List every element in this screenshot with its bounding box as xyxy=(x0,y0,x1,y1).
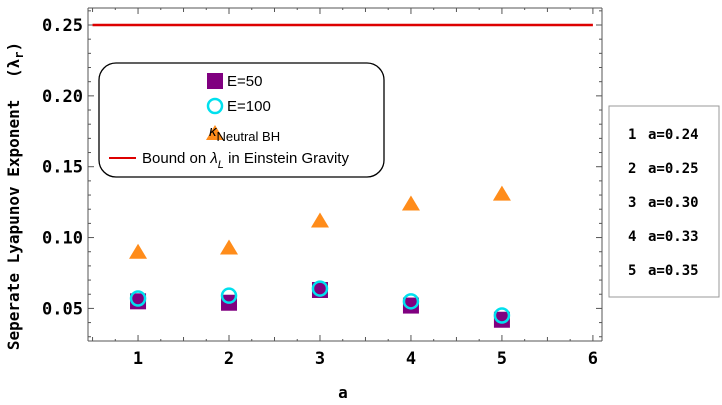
e100-point-2 xyxy=(220,287,238,304)
x-tick-label-3: 3 xyxy=(315,349,325,369)
side-legend-index-1: 1 xyxy=(628,127,636,143)
y-tick-label-0: 0.05 xyxy=(42,299,83,319)
kappa-point-3 xyxy=(310,212,329,228)
side-legend: 1 a=0.24 2 a=0.25 3 a=0.30 4 a=0.33 5 a=… xyxy=(608,105,720,298)
legend-box xyxy=(98,62,385,178)
legend-label-bound: Bound on λL in Einstein Gravity xyxy=(142,150,349,171)
legend-triangle-marker xyxy=(206,125,224,140)
x-tick-label-1: 1 xyxy=(133,349,143,369)
y-tick-label-3: 0.20 xyxy=(42,87,83,107)
x-tick-label-5: 5 xyxy=(497,349,507,369)
side-legend-index-3: 3 xyxy=(628,195,636,211)
e100-point-3 xyxy=(311,280,329,297)
y-axis-label-close: ) xyxy=(4,42,23,52)
side-legend-index-5: 5 xyxy=(628,263,636,279)
side-legend-label-2: a=0.25 xyxy=(648,161,699,177)
side-legend-index-4: 4 xyxy=(628,229,636,245)
e50-point-5 xyxy=(493,311,510,328)
side-legend-box xyxy=(608,105,720,298)
y-tick-label-4: 0.25 xyxy=(42,16,83,36)
y-axis-label-text: Seperate Lyapunov Exponent xyxy=(4,100,23,350)
data-marks xyxy=(92,23,593,328)
x-tick-label-2: 2 xyxy=(224,349,234,369)
plot-frame xyxy=(87,7,603,342)
kappa-point-4 xyxy=(401,195,420,211)
e100-point-1 xyxy=(129,290,147,307)
kappa-point-5 xyxy=(492,185,511,201)
axis-ticks: 1 2 3 4 5 6 0.05 0.10 0.15 0.20 0.25 xyxy=(42,8,602,369)
legend: E=50 E=100 κNeutral BH Bound on λL in Ei… xyxy=(98,62,385,178)
kappa-point-2 xyxy=(220,239,239,255)
y-tick-label-2: 0.15 xyxy=(42,158,83,178)
side-legend-index-2: 2 xyxy=(628,161,636,177)
e100-point-5 xyxy=(493,307,511,324)
legend-circle-marker xyxy=(206,97,224,115)
legend-kappa-subscript: Neutral BH xyxy=(217,129,281,144)
side-legend-label-3: a=0.30 xyxy=(648,195,699,211)
legend-label-kappa: κNeutral BH xyxy=(209,123,280,144)
y-axis-label-subscript: r xyxy=(12,52,26,59)
e50-point-4 xyxy=(402,297,419,314)
legend-label-e100: E=100 xyxy=(227,98,271,115)
x-axis-label: a xyxy=(338,383,348,402)
y-axis-label-symbol: (λ xyxy=(4,58,23,78)
x-tick-label-6: 6 xyxy=(588,349,598,369)
side-legend-label-1: a=0.24 xyxy=(648,127,699,143)
y-axis-label: Seperate Lyapunov Exponent (λr) xyxy=(4,42,26,350)
legend-kappa-symbol: κ xyxy=(209,123,218,140)
legend-label-e50: E=50 xyxy=(227,73,262,90)
e100-point-4 xyxy=(402,293,420,310)
kappa-point-1 xyxy=(129,243,148,259)
legend-square-marker xyxy=(207,73,223,89)
side-legend-label-5: a=0.35 xyxy=(648,263,699,279)
y-tick-label-1: 0.10 xyxy=(42,229,83,249)
side-legend-label-4: a=0.33 xyxy=(648,229,699,245)
x-tick-label-4: 4 xyxy=(406,349,416,369)
